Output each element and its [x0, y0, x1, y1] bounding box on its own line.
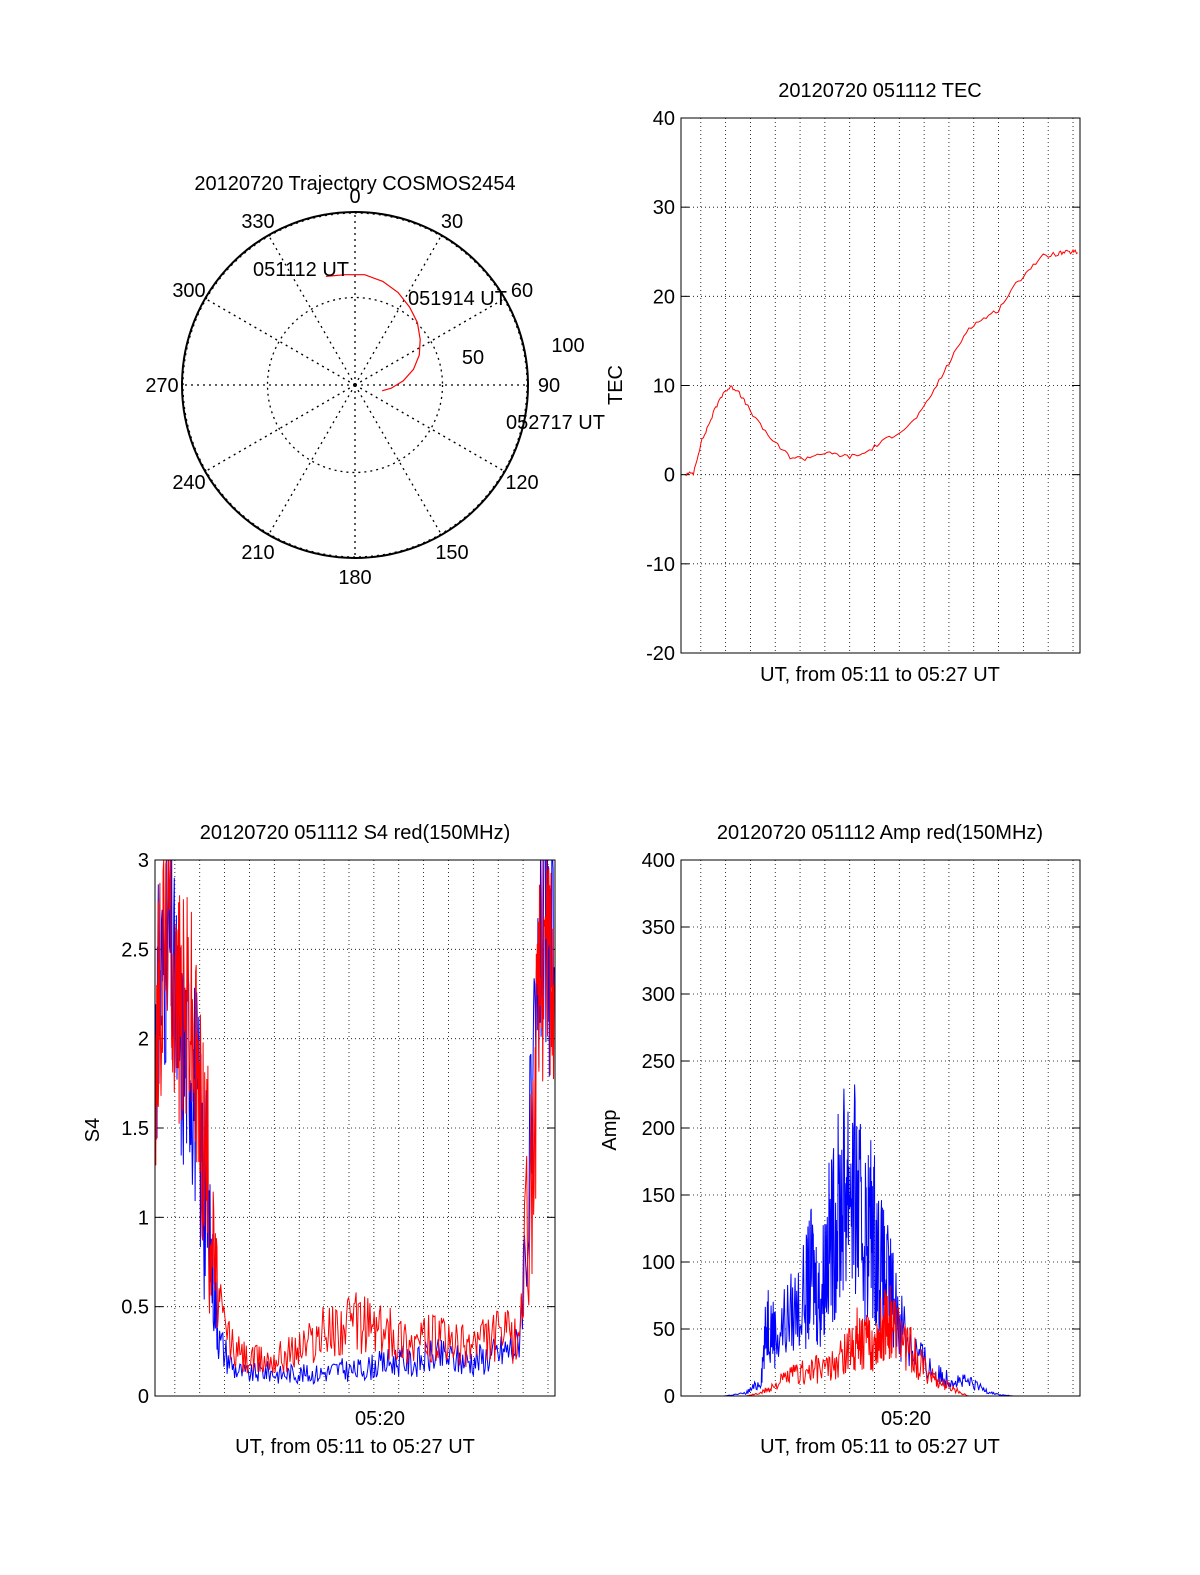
amp-y-tick-label-4: 200 [642, 1118, 675, 1140]
s4-y-tick-label-1: 0.5 [121, 1297, 149, 1319]
polar-spoke-300 [204, 297, 356, 386]
amp-y-tick-label-2: 100 [642, 1252, 675, 1274]
tec-y-tick-label-3: 10 [653, 376, 675, 398]
amp-series [681, 1084, 1079, 1397]
polar-title: 20120720 Trajectory COSMOS2454 [194, 173, 515, 195]
tec-plot-frame [680, 117, 1081, 654]
tec-series-0-line [685, 248, 1078, 477]
tec-y-tick-label-6: 40 [653, 108, 675, 130]
amp-x-tick-label: 05:20 [881, 1408, 931, 1430]
amp-y-tick-label-1: 50 [653, 1319, 675, 1341]
polar-ring-100 [182, 212, 528, 558]
tec-y-tick-label-1: -10 [646, 554, 675, 576]
polar-trajectory [325, 274, 421, 392]
s4-y-tick-label-2: 1 [138, 1207, 149, 1229]
amp-y-tick-label-5: 250 [642, 1051, 675, 1073]
polar-azimuth-label-330: 330 [241, 211, 274, 233]
polar-azimuth-label-240: 240 [172, 472, 205, 494]
polar-elevation-label-50: 50 [462, 347, 484, 369]
tec-y-tick-label-5: 30 [653, 197, 675, 219]
polar-outer-circle [181, 211, 529, 559]
amp-y-tick-label-3: 150 [642, 1185, 675, 1207]
tec-y-tick-label-4: 20 [653, 286, 675, 308]
amp-y-axis-label: Amp [599, 1109, 621, 1150]
s4-x-axis-label: UT, from 05:11 to 05:27 UT [235, 1436, 475, 1458]
amp-plot-frame [680, 859, 1081, 1397]
amp-title: 20120720 051112 Amp red(150MHz) [717, 822, 1043, 844]
polar-spoke-210 [267, 384, 356, 536]
amp-y-tick-label-8: 400 [642, 850, 675, 872]
tec-y-tick-label-0: -20 [646, 643, 675, 665]
polar-azimuth-label-90: 90 [538, 375, 560, 397]
polar-azimuth-label-60: 60 [511, 280, 533, 302]
polar-azimuth-label-180: 180 [338, 567, 371, 589]
s4-chart: 20120720 051112 S4 red(150MHz) 0 0.5 1 1.5 2… [82, 822, 556, 1458]
s4-y-tick-label-6: 3 [138, 850, 149, 872]
amp-series-0-line [681, 1084, 1079, 1397]
amp-y-tick-labels: 0 50 100 150 200 250 300 350 400 [642, 850, 675, 1408]
polar-grid [181, 211, 529, 559]
s4-series-1-line [154, 859, 555, 1374]
s4-x-tick-label: 05:20 [355, 1408, 405, 1430]
trajectory-end-label: 052717 UT [506, 412, 605, 434]
amp-chart: 20120720 051112 Amp red(150MHz) 0 50 100 15… [599, 822, 1081, 1458]
polar-azimuth-label-210: 210 [241, 542, 274, 564]
s4-plot-frame [154, 859, 556, 1397]
trajectory-mid-label: 051914 UT [408, 288, 507, 310]
s4-title: 20120720 051112 S4 red(150MHz) [200, 822, 511, 844]
amp-x-axis-label: UT, from 05:11 to 05:27 UT [760, 1436, 1000, 1458]
polar-azimuth-label-150: 150 [435, 542, 468, 564]
polar-trajectory-line [325, 274, 421, 392]
polar-azimuth-label-270: 270 [145, 375, 178, 397]
s4-y-tick-label-4: 2 [138, 1029, 149, 1051]
tec-y-axis-label: TEC [605, 365, 627, 405]
tec-y-tick-labels: -20 -10 0 10 20 30 40 [646, 108, 675, 665]
polar-azimuth-label-30: 30 [441, 211, 463, 233]
s4-y-tick-label-0: 0 [138, 1386, 149, 1408]
polar-elevation-labels: 50 100 [462, 335, 585, 369]
polar-spoke-240 [204, 384, 356, 473]
polar-ring-50 [266, 296, 444, 474]
polar-spoke-330 [267, 234, 356, 386]
s4-y-tick-label-5: 2.5 [121, 939, 149, 961]
amp-y-tick-label-7: 350 [642, 917, 675, 939]
s4-y-tick-labels: 0 0.5 1 1.5 2 2.5 3 [121, 850, 149, 1408]
amp-y-tick-label-6: 300 [642, 984, 675, 1006]
s4-y-tick-label-3: 1.5 [121, 1118, 149, 1140]
amp-series-1-line [681, 1285, 1079, 1397]
tec-title: 20120720 051112 TEC [778, 80, 982, 102]
polar-spoke-150 [354, 384, 443, 536]
polar-elevation-label-100: 100 [551, 335, 584, 357]
polar-spoke-60 [354, 297, 506, 386]
polar-spoke-120 [354, 384, 506, 473]
s4-y-axis-label: S4 [82, 1118, 104, 1142]
polar-azimuth-label-120: 120 [505, 472, 538, 494]
polar-azimuth-labels: 0 30 60 90 120 150 180 210 240 270 300 330 [145, 186, 560, 589]
polar-azimuth-label-300: 300 [172, 280, 205, 302]
amp-y-tick-label-0: 0 [664, 1386, 675, 1408]
s4-series [154, 859, 555, 1385]
polar-spoke-30 [354, 234, 443, 386]
amp-grid [681, 859, 1080, 1397]
tec-y-tick-label-2: 0 [664, 465, 675, 487]
tec-x-axis-label: UT, from 05:11 to 05:27 UT [760, 664, 1000, 686]
polar-azimuth-label-0: 0 [349, 186, 360, 208]
tec-series [685, 248, 1078, 477]
trajectory-start-label: 051112 UT [253, 259, 349, 281]
polar-trajectory-chart: 20120720 Trajectory COSMOS2454 0 30 60 90 12… [145, 173, 605, 589]
